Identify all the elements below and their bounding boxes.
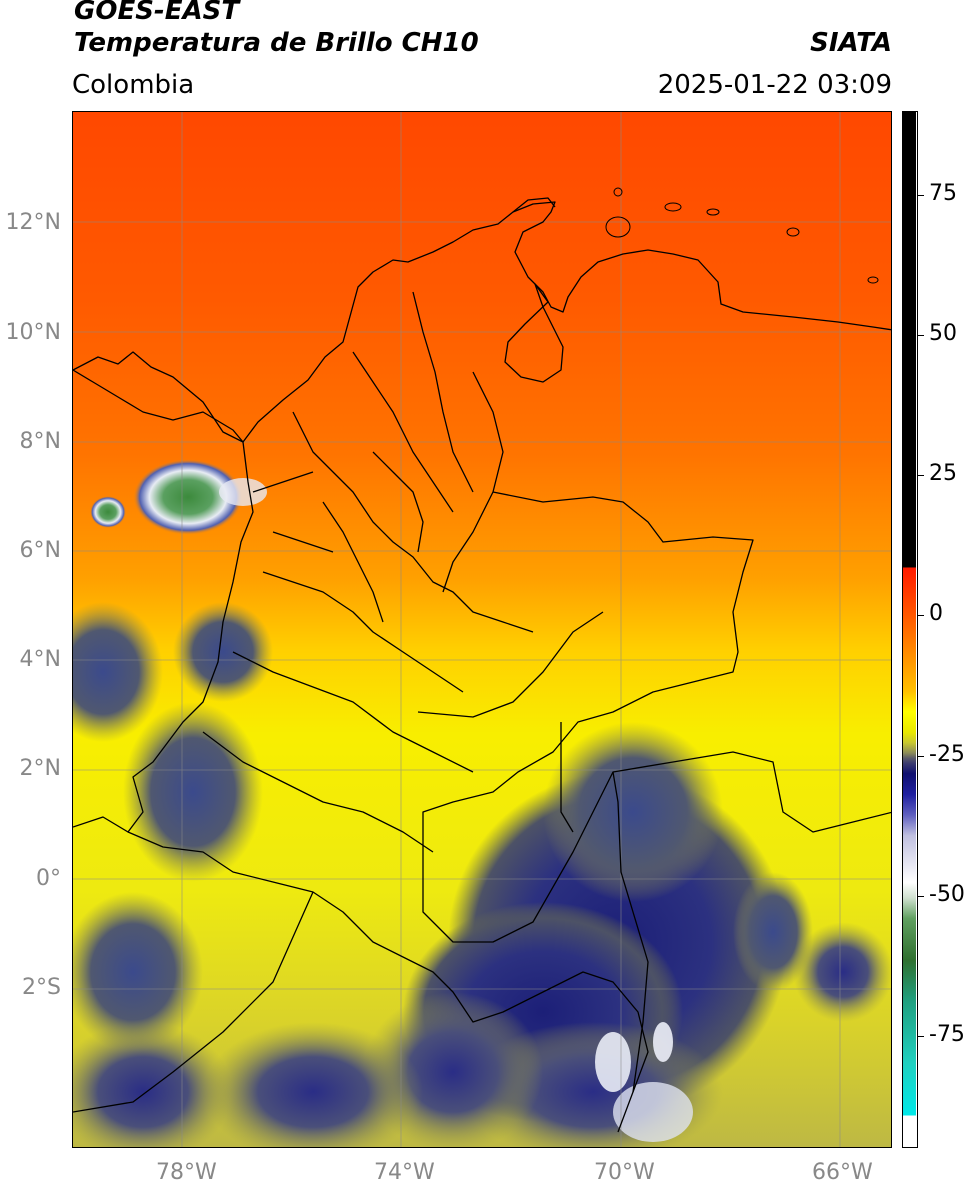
colorbar-tick bbox=[918, 335, 924, 337]
lon-label-66w: 66°W bbox=[812, 1160, 873, 1185]
lon-label-74w: 74°W bbox=[374, 1160, 435, 1185]
lat-label-6n: 6°N bbox=[19, 538, 61, 563]
map-canvas bbox=[73, 112, 891, 1147]
colorbar-tick bbox=[918, 615, 924, 617]
colorbar-tick bbox=[918, 895, 924, 897]
product-title: Temperatura de Brillo CH10 bbox=[74, 28, 479, 58]
colorbar-tick-label: 50 bbox=[929, 321, 957, 347]
brightness-temperature-map[interactable] bbox=[72, 111, 892, 1148]
colorbar-tick-label: 0 bbox=[929, 601, 943, 627]
colorbar-tick-label: -50 bbox=[929, 881, 965, 907]
colorbar-tick-label: -25 bbox=[929, 741, 965, 767]
lat-label-4n: 4°N bbox=[19, 647, 61, 672]
colorbar-tick-label: 75 bbox=[929, 181, 957, 207]
lat-label-2n: 2°N bbox=[19, 756, 61, 781]
colorbar-tick bbox=[918, 755, 924, 757]
lat-label-10n: 10°N bbox=[5, 320, 61, 345]
lat-label-12n: 12°N bbox=[5, 210, 61, 235]
lat-label-0: 0° bbox=[36, 866, 61, 891]
colorbar-tick bbox=[918, 1035, 924, 1037]
lon-label-70w: 70°W bbox=[594, 1160, 655, 1185]
lon-label-78w: 78°W bbox=[156, 1160, 217, 1185]
satellite-title: GOES-EAST bbox=[74, 0, 240, 26]
organization-label: SIATA bbox=[810, 28, 892, 58]
lat-label-8n: 8°N bbox=[19, 429, 61, 454]
lat-label-2s: 2°S bbox=[22, 975, 61, 1000]
region-label: Colombia bbox=[72, 70, 195, 100]
colorbar-tick bbox=[918, 475, 924, 477]
temperature-colorbar bbox=[902, 111, 918, 1148]
datetime-label: 2025-01-22 03:09 bbox=[657, 70, 892, 100]
colorbar-tick-label: 25 bbox=[929, 461, 957, 487]
colorbar-tick-label: -75 bbox=[929, 1021, 965, 1047]
colorbar-tick bbox=[918, 195, 924, 197]
